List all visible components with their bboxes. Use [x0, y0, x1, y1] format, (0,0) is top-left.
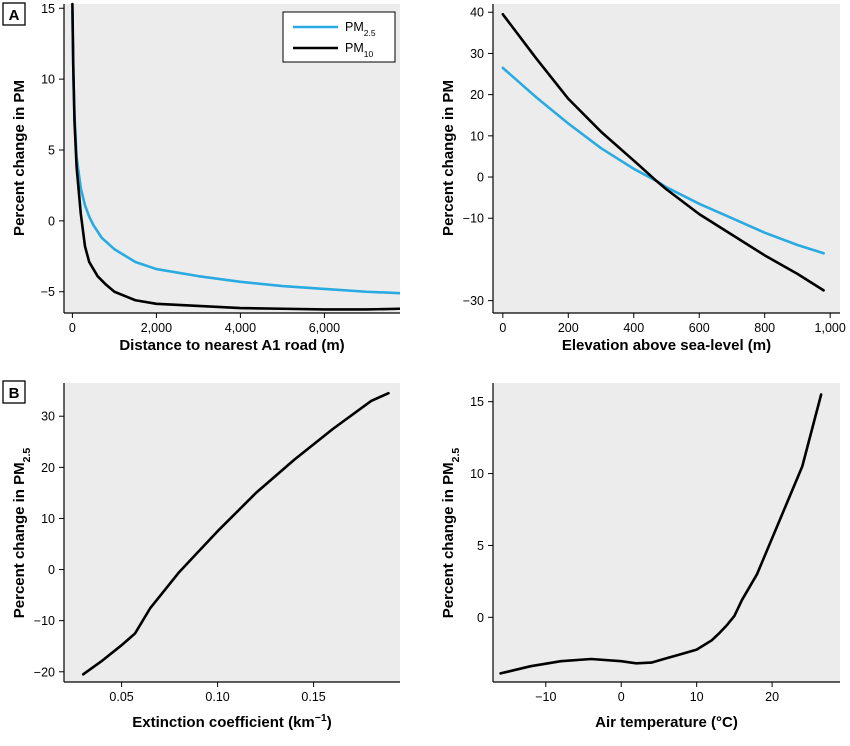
- plot-area-elevation: [493, 4, 840, 313]
- y-tick-label: −20: [34, 665, 55, 679]
- series-line-pm25-extinction: [81, 391, 390, 676]
- x-axis-title-extinction: Extinction coefficient (km−1): [132, 712, 332, 731]
- x-tick-label: 400: [623, 321, 644, 335]
- y-tick-label: 5: [477, 539, 484, 553]
- panel-label-b-text: B: [9, 385, 20, 402]
- y-tick-label: 20: [41, 461, 55, 475]
- y-tick-label: −10: [34, 614, 55, 628]
- y-tick-label: −30: [463, 294, 484, 308]
- x-axis-title-elevation: Elevation above sea-level (m): [562, 337, 771, 354]
- plot-area-temperature: [493, 383, 840, 682]
- x-tick-label: 4,000: [225, 321, 256, 335]
- y-tick-label: −5: [41, 285, 55, 299]
- panel-label-a-text: A: [9, 7, 20, 24]
- x-tick-label: 0: [69, 321, 76, 335]
- x-tick-label: 1,000: [815, 321, 846, 335]
- x-tick-label: 0.05: [109, 690, 133, 704]
- y-tick-label: 20: [470, 88, 484, 102]
- y-tick-label: 5: [48, 143, 55, 157]
- y-tick-label: 0: [477, 171, 484, 185]
- x-tick-label: 0: [618, 690, 625, 704]
- y-tick-label: 15: [470, 395, 484, 409]
- y-axis-title-road-distance: Percent change in PM: [11, 80, 28, 236]
- y-tick-label: 0: [477, 611, 484, 625]
- plot-area-extinction: [64, 383, 400, 682]
- y-tick-label: −10: [463, 212, 484, 226]
- y-tick-label: 0: [48, 214, 55, 228]
- chart-elevation: 0 200 400 600 800 1,000 −30 −10 0 10 20 30 40 Elevati…: [440, 4, 846, 354]
- y-tick-label: 30: [470, 47, 484, 61]
- x-tick-label: 600: [689, 321, 710, 335]
- y-tick-label: 30: [41, 410, 55, 424]
- y-axis-title-extinction: Percent change in PM2.5: [11, 448, 33, 619]
- legend-label-pm10: PM10: [345, 41, 373, 59]
- series-line-pm10-road-distance: [71, 2, 400, 311]
- x-tick-label: 2,000: [141, 321, 172, 335]
- x-axis-title-temperature: Air temperature (°C): [595, 714, 738, 731]
- series-line-pm25-temperature: [499, 393, 823, 675]
- y-tick-label: 10: [41, 512, 55, 526]
- x-tick-label: 800: [754, 321, 775, 335]
- x-tick-label: 20: [765, 690, 779, 704]
- y-tick-label: 40: [470, 6, 484, 20]
- x-tick-label: 10: [690, 690, 704, 704]
- x-tick-label: 0.10: [205, 690, 229, 704]
- y-tick-label: 10: [470, 467, 484, 481]
- y-tick-label: 10: [41, 73, 55, 87]
- legend-label-pm25: PM2.5: [345, 20, 376, 38]
- y-axis-title-temperature: Percent change in PM2.5: [440, 448, 462, 619]
- y-tick-label: 10: [470, 129, 484, 143]
- y-tick-label: 0: [48, 563, 55, 577]
- series-line-pm10-elevation: [501, 13, 825, 292]
- y-tick-label: 15: [41, 2, 55, 16]
- panel-label-b: B: [2, 380, 26, 404]
- x-tick-label: 0.15: [301, 690, 325, 704]
- legend: PM2.5 PM10: [282, 11, 396, 63]
- panel-label-a: A: [2, 2, 26, 26]
- x-axis-title-road-distance: Distance to nearest A1 road (m): [119, 337, 344, 354]
- x-tick-label: −10: [535, 690, 556, 704]
- x-tick-label: 0: [499, 321, 506, 335]
- y-axis-title-elevation: Percent change in PM: [440, 80, 457, 236]
- x-tick-label: 6,000: [309, 321, 340, 335]
- chart-temperature: −10 0 10 20 0 5 10 15 Air temperature (°C) Percen…: [440, 383, 840, 731]
- chart-extinction: 0.05 0.10 0.15 −20 −10 0 10 20 30 Extinction coef…: [11, 383, 400, 731]
- x-tick-label: 200: [558, 321, 579, 335]
